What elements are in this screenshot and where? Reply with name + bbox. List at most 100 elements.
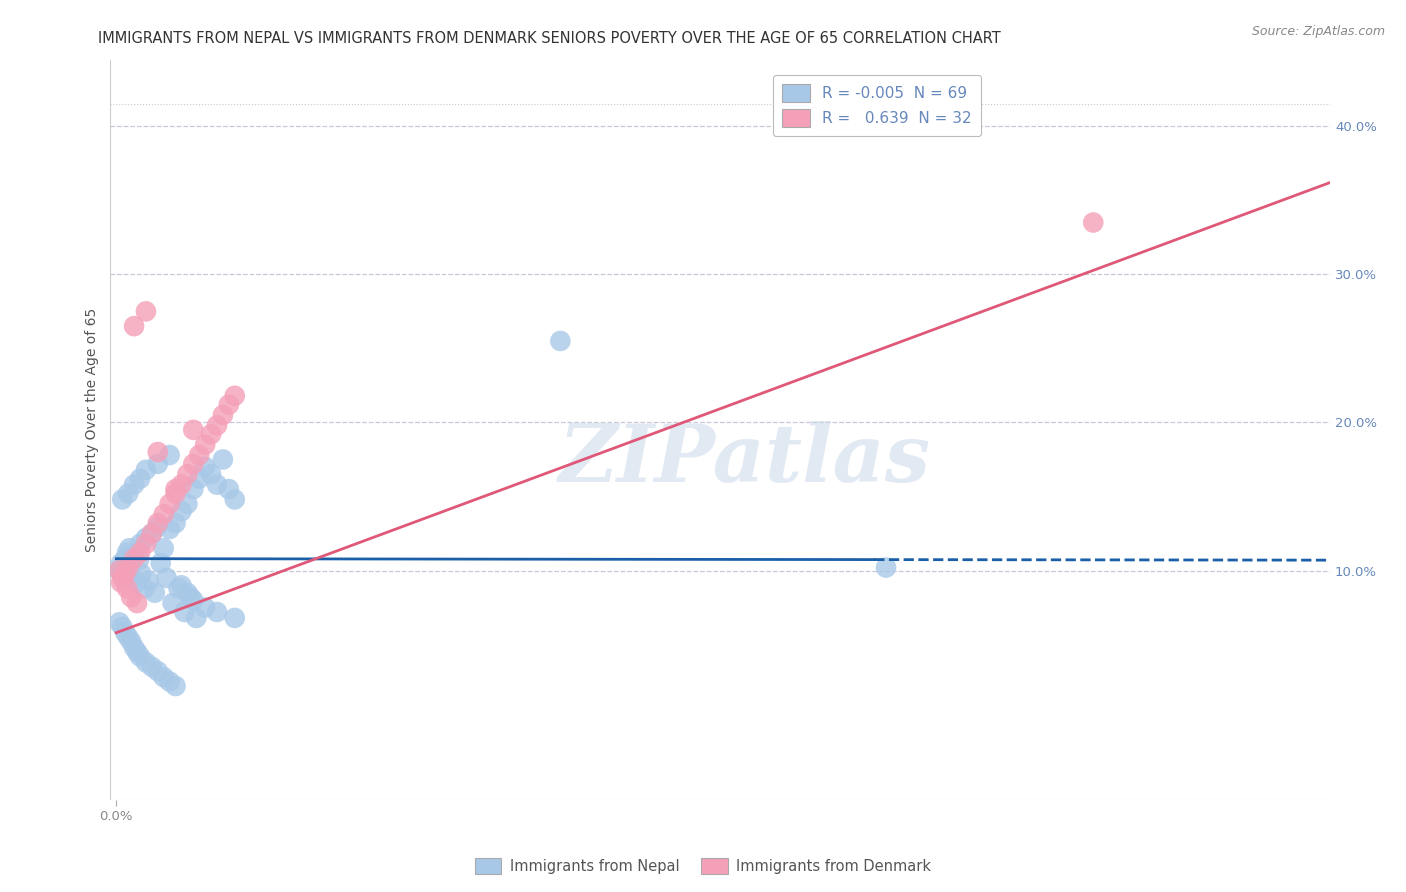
Y-axis label: Seniors Poverty Over the Age of 65: Seniors Poverty Over the Age of 65 — [86, 308, 100, 552]
Point — [152, 541, 174, 556]
Point — [188, 448, 211, 462]
Point — [111, 571, 134, 585]
Point — [165, 516, 187, 530]
Point — [165, 486, 187, 500]
Point — [170, 578, 193, 592]
Point — [129, 472, 152, 486]
Point — [111, 620, 134, 634]
Point — [122, 319, 145, 334]
Point — [212, 452, 235, 467]
Point — [122, 551, 145, 566]
Point — [162, 596, 184, 610]
Point — [114, 566, 136, 581]
Point — [156, 571, 179, 585]
Point — [194, 600, 217, 615]
Point — [218, 482, 240, 496]
Point — [108, 564, 131, 578]
Point — [224, 492, 246, 507]
Point — [135, 463, 157, 477]
Point — [141, 526, 163, 541]
Point — [117, 559, 139, 574]
Point — [110, 575, 132, 590]
Point — [120, 634, 142, 648]
Point — [134, 582, 156, 596]
Point — [200, 427, 222, 442]
Point — [110, 556, 132, 570]
Point — [117, 486, 139, 500]
Point — [122, 549, 145, 563]
Point — [159, 497, 181, 511]
Point — [188, 472, 211, 486]
Point — [120, 590, 142, 604]
Point — [205, 605, 228, 619]
Point — [146, 519, 169, 533]
Text: ZIPatlas: ZIPatlas — [558, 421, 931, 499]
Point — [122, 640, 145, 655]
Point — [181, 457, 204, 471]
Point — [143, 585, 166, 599]
Point — [159, 674, 181, 689]
Point — [875, 560, 897, 574]
Point — [115, 546, 138, 560]
Point — [218, 398, 240, 412]
Point — [141, 660, 163, 674]
Point — [146, 457, 169, 471]
Point — [138, 574, 160, 588]
Point — [141, 526, 163, 541]
Point — [181, 593, 204, 607]
Point — [152, 508, 174, 522]
Point — [118, 541, 141, 556]
Point — [170, 504, 193, 518]
Point — [194, 437, 217, 451]
Point — [167, 582, 190, 596]
Point — [117, 560, 139, 574]
Point — [176, 467, 198, 482]
Point — [135, 531, 157, 545]
Point — [224, 611, 246, 625]
Point — [125, 596, 148, 610]
Point — [135, 537, 157, 551]
Point — [122, 477, 145, 491]
Point — [114, 625, 136, 640]
Point — [186, 611, 208, 625]
Point — [135, 656, 157, 670]
Point — [146, 445, 169, 459]
Point — [152, 670, 174, 684]
Legend: Immigrants from Nepal, Immigrants from Denmark: Immigrants from Nepal, Immigrants from D… — [470, 852, 936, 880]
Point — [170, 477, 193, 491]
Point — [212, 408, 235, 422]
Point — [120, 571, 142, 585]
Point — [111, 492, 134, 507]
Point — [200, 467, 222, 482]
Point — [108, 615, 131, 630]
Point — [205, 477, 228, 491]
Point — [111, 566, 134, 581]
Point — [181, 482, 204, 496]
Point — [135, 304, 157, 318]
Point — [115, 582, 138, 596]
Point — [129, 649, 152, 664]
Point — [173, 605, 195, 619]
Point — [181, 423, 204, 437]
Point — [176, 497, 198, 511]
Point — [108, 564, 131, 578]
Point — [159, 448, 181, 462]
Point — [129, 537, 152, 551]
Point — [125, 645, 148, 659]
Point — [128, 553, 150, 567]
Text: IMMIGRANTS FROM NEPAL VS IMMIGRANTS FROM DENMARK SENIORS POVERTY OVER THE AGE OF: IMMIGRANTS FROM NEPAL VS IMMIGRANTS FROM… — [98, 31, 1001, 46]
Point — [550, 334, 572, 348]
Point — [205, 418, 228, 433]
Point — [165, 679, 187, 693]
Point — [179, 590, 201, 604]
Legend: R = -0.005  N = 69, R =   0.639  N = 32: R = -0.005 N = 69, R = 0.639 N = 32 — [773, 75, 981, 136]
Point — [112, 560, 135, 574]
Point — [129, 566, 152, 581]
Point — [146, 664, 169, 678]
Point — [117, 630, 139, 644]
Point — [1083, 215, 1105, 229]
Point — [125, 575, 148, 590]
Point — [176, 585, 198, 599]
Point — [146, 516, 169, 530]
Point — [149, 556, 172, 570]
